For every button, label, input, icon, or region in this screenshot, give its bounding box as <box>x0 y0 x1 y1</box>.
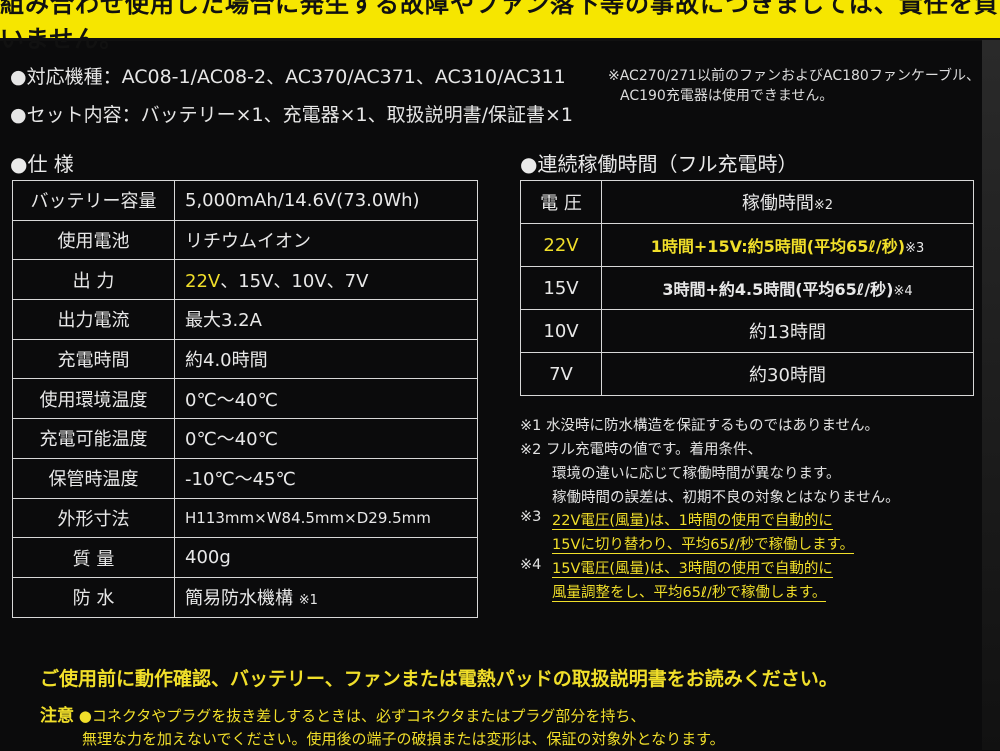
table-row: 15V 3時間+約4.5時間(平均65ℓ/秒)※4 <box>520 266 974 310</box>
banner-text: 組み合わせ使用した場合に発生する故障やファン落下等の事故につきましては、責任を負… <box>0 0 999 53</box>
footnote-3-line: 15Vに切り替わり、平均65ℓ/秒で稼働します。 <box>552 537 855 554</box>
footnote-2-line: 稼働時間の誤差は、初期不良の対象とはなりません。 <box>552 490 900 506</box>
time-cell: 1時間+15V:約5時間(平均65ℓ/秒)※3 <box>601 223 974 267</box>
spec-title: ●仕 様 <box>10 152 74 176</box>
spec-value: 22V、15V、10V、7V <box>174 259 478 301</box>
spec-label: 保管時温度 <box>12 457 175 499</box>
spec-value: 5,000mAh/14.6V(73.0Wh) <box>174 180 478 221</box>
spec-value-rest: 、15V、10V、7V <box>220 270 369 292</box>
footnote-mark: ※3 <box>905 241 925 256</box>
voltage-cell: 22V <box>520 223 602 267</box>
footnote-3-line: 22V電圧(風量)は、1時間の使用で自動的に <box>552 513 833 530</box>
compatibility-note: ※AC270/271以前のファンおよびAC180ファンケーブル、 AC190充電… <box>608 66 998 106</box>
spec-label: 防 水 <box>12 576 175 618</box>
caution-line: 注意 ●コネクタやプラグを抜き差しするときは、必ずコネクタまたはプラグ部分を持ち… <box>40 705 725 728</box>
spec-value: 最大3.2A <box>174 299 478 340</box>
footnote-4-line: 15V電圧(風量)は、3時間の使用で自動的に <box>552 561 833 578</box>
footnote-mark: ※1 <box>298 593 318 609</box>
spec-value: 簡易防水機構 ※1 <box>174 576 478 618</box>
footnote-1: ※1 水没時に防水構造を保証するものではありません。 <box>520 418 880 434</box>
caution-line: 無理な力を加えないでください。使用後の端子の破損または変形は、保証の対象外となり… <box>82 730 725 748</box>
spec-value: H113mm×W84.5mm×D29.5mm <box>174 497 478 539</box>
spec-value: 0℃〜40℃ <box>174 418 478 459</box>
caution-block: 注意 ●コネクタやプラグを抜き差しするときは、必ずコネクタまたはプラグ部分を持ち… <box>40 705 725 751</box>
footnote-3: 22V電圧(風量)は、1時間の使用で自動的に <box>552 509 833 530</box>
spec-table: バッテリー容量 5,000mAh/14.6V(73.0Wh) 使用電池 リチウムイオ… <box>12 180 478 618</box>
time-header: 稼働時間※2 <box>601 180 974 224</box>
spec-value: 約4.0時間 <box>174 338 478 380</box>
footnote-2: ※2 フル充電時の値です。着用条件、 <box>520 442 763 458</box>
set-contents: ●セット内容：バッテリー×1、充電器×1、取扱説明書/保証書×1 <box>10 104 574 126</box>
spec-label: バッテリー容量 <box>12 180 175 221</box>
caution-label: 注意 <box>40 706 74 726</box>
table-row: 使用電池 リチウムイオン <box>12 219 478 261</box>
spec-value: -10℃〜45℃ <box>174 457 478 499</box>
time-cell: 3時間+約4.5時間(平均65ℓ/秒)※4 <box>601 266 974 310</box>
spec-label: 充電可能温度 <box>12 418 175 459</box>
table-row: 充電可能温度 0℃〜40℃ <box>12 418 478 459</box>
spec-label: 出 力 <box>12 259 175 301</box>
time-cell: 約13時間 <box>601 309 974 353</box>
footnote-3-mark: ※3 <box>520 509 542 525</box>
table-row: 22V 1時間+15V:約5時間(平均65ℓ/秒)※3 <box>520 223 974 267</box>
time-text: 1時間+15V:約5時間(平均65ℓ/秒) <box>650 237 906 256</box>
voltage-cell: 7V <box>520 352 602 396</box>
footnote-mark: ※4 <box>893 284 913 299</box>
spec-label: 外形寸法 <box>12 497 175 539</box>
voltage-cell: 10V <box>520 309 602 353</box>
table-row: 使用環境温度 0℃〜40℃ <box>12 378 478 420</box>
top-banner: 組み合わせ使用した場合に発生する故障やファン落下等の事故につきましては、責任を負… <box>0 0 1000 53</box>
runtime-table: 電 圧 稼働時間※2 22V 1時間+15V:約5時間(平均65ℓ/秒)※3 1… <box>520 180 974 396</box>
table-row: 充電時間 約4.0時間 <box>12 338 478 380</box>
spec-value: リチウムイオン <box>174 219 478 261</box>
bottom-warning: ご使用前に動作確認、バッテリー、ファンまたは電熱パッドの取扱説明書をお読みくださ… <box>40 668 838 690</box>
spec-label: 充電時間 <box>12 338 175 380</box>
table-row: 質 量 400g <box>12 537 478 578</box>
spec-label: 使用環境温度 <box>12 378 175 420</box>
spec-label: 質 量 <box>12 537 175 578</box>
table-row: 10V 約13時間 <box>520 309 974 353</box>
footnote-4-line: 風量調整をし、平均65ℓ/秒で稼働します。 <box>552 585 827 602</box>
footnote-2-line: 環境の違いに応じて稼働時間が異なります。 <box>552 466 841 482</box>
voltage-cell: 15V <box>520 266 602 310</box>
time-header-text: 稼働時間 <box>741 193 814 214</box>
compat-note-line: ※AC270/271以前のファンおよびAC180ファンケーブル、 <box>608 68 980 84</box>
footnote-4-cont: 風量調整をし、平均65ℓ/秒で稼働します。 <box>552 581 827 602</box>
footnote-3-cont: 15Vに切り替わり、平均65ℓ/秒で稼働します。 <box>552 533 855 554</box>
highlight-voltage: 22V <box>185 270 221 292</box>
time-text: 3時間+約4.5時間(平均65ℓ/秒) <box>662 280 894 299</box>
spec-label: 使用電池 <box>12 219 175 261</box>
spec-value: 400g <box>174 537 478 578</box>
compat-note-line: AC190充電器は使用できません。 <box>620 88 834 104</box>
table-row: 保管時温度 -10℃〜45℃ <box>12 457 478 499</box>
footnote-4-mark: ※4 <box>520 557 542 573</box>
table-header-row: 電 圧 稼働時間※2 <box>520 180 974 224</box>
table-row: 7V 約30時間 <box>520 352 974 396</box>
table-row: 出力電流 最大3.2A <box>12 299 478 340</box>
spec-label: 出力電流 <box>12 299 175 340</box>
table-row: 出 力 22V、15V、10V、7V <box>12 259 478 301</box>
table-row: バッテリー容量 5,000mAh/14.6V(73.0Wh) <box>12 180 478 221</box>
package-edge <box>982 40 1000 750</box>
compatible-models: ●対応機種：AC08-1/AC08-2、AC370/AC371、AC310/AC… <box>10 66 566 88</box>
spec-value: 0℃〜40℃ <box>174 378 478 420</box>
spec-value-text: 簡易防水機構 <box>185 588 293 610</box>
runtime-title: ●連続稼働時間（フル充電時） <box>520 152 798 176</box>
table-row: 防 水簡易防水機構 ※1 <box>12 576 478 618</box>
time-cell: 約30時間 <box>601 352 974 396</box>
table-row: 外形寸法 H113mm×W84.5mm×D29.5mm <box>12 497 478 539</box>
footnote-4: 15V電圧(風量)は、3時間の使用で自動的に <box>552 557 833 578</box>
caution-text: ●コネクタやプラグを抜き差しするときは、必ずコネクタまたはプラグ部分を持ち、 <box>78 707 646 725</box>
footnote-mark: ※2 <box>813 198 834 213</box>
voltage-header: 電 圧 <box>520 180 602 224</box>
